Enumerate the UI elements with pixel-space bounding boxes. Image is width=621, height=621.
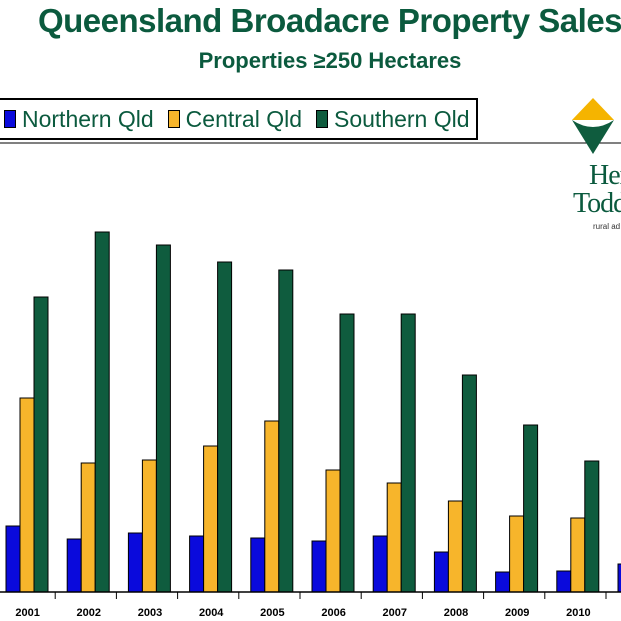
logo-diamond-icon — [572, 98, 614, 154]
legend-item-central: Central Qld — [167, 105, 302, 133]
legend-label-northern: Northern Qld — [22, 105, 154, 132]
logo-text-line3: rural ad — [593, 222, 621, 231]
bar-central-qld-2008 — [447, 500, 463, 593]
bar-southern-qld-2006 — [339, 313, 355, 593]
bar-southern-qld-2003 — [155, 244, 171, 593]
x-tick-label: 2003 — [138, 607, 162, 619]
bar-southern-qld-2002 — [94, 231, 110, 593]
legend-swatch-southern — [316, 110, 328, 128]
x-tick-label: 2007 — [383, 607, 407, 619]
x-tick-label: 2002 — [77, 607, 101, 619]
bar-central-qld-2003 — [141, 459, 157, 593]
bar-southern-qld-2004 — [217, 261, 233, 593]
bar-northern-qld-2007 — [372, 535, 388, 593]
bar-northern-qld-2006 — [311, 540, 327, 593]
bar-southern-qld-2010 — [584, 460, 600, 593]
bar-northern-qld-2004 — [189, 535, 205, 593]
bar-central-qld-2006 — [325, 469, 341, 593]
x-tick-label: 2005 — [260, 607, 284, 619]
x-tick-label: 2008 — [444, 607, 468, 619]
bar-northern-qld-2008 — [433, 551, 449, 593]
bar-northern-qld-2002 — [66, 538, 82, 593]
bar-southern-qld-2005 — [278, 269, 294, 593]
x-tick-label: 2010 — [566, 607, 590, 619]
x-tick-label: 2001 — [15, 607, 39, 619]
bar-central-qld-2009 — [509, 515, 525, 593]
x-tick-label: 2004 — [199, 607, 224, 619]
bar-southern-qld-2008 — [461, 374, 477, 593]
bar-southern-qld-2001 — [33, 296, 49, 593]
bar-northern-qld-2011 — [617, 563, 621, 593]
bar-southern-qld-2009 — [523, 424, 539, 593]
bar-central-qld-2002 — [80, 462, 96, 593]
chart-subtitle: Properties ≥250 Hectares — [198, 48, 462, 73]
legend-swatch-central — [167, 110, 180, 128]
x-tick-label: 2006 — [321, 607, 345, 619]
chart-legend: Northern Qld Central Qld Southern Qld — [0, 98, 478, 140]
bar-northern-qld-2010 — [556, 570, 572, 593]
x-tick-label: 2009 — [505, 607, 529, 619]
bar-central-qld-2010 — [570, 517, 586, 593]
legend-item-southern: Southern Qld — [316, 106, 470, 133]
logo-text-line1: Her — [589, 160, 621, 191]
company-logo: Her Todd rural ad — [560, 96, 621, 236]
legend-label-central: Central Qld — [185, 105, 302, 132]
bar-northern-qld-2005 — [250, 537, 266, 593]
bar-northern-qld-2009 — [495, 571, 511, 593]
bar-central-qld-2005 — [264, 420, 280, 593]
chart-title: Queensland Broadacre Property Sales — [37, 2, 621, 39]
legend-label-southern: Southern Qld — [334, 105, 470, 132]
bar-central-qld-2001 — [19, 397, 35, 593]
bar-southern-qld-2007 — [400, 313, 416, 593]
logo-text-line2: Todd — [573, 188, 621, 219]
legend-swatch-northern — [4, 110, 16, 128]
bar-central-qld-2007 — [386, 482, 402, 593]
bar-northern-qld-2003 — [127, 532, 143, 593]
bar-northern-qld-2001 — [5, 525, 21, 593]
bar-central-qld-2004 — [203, 445, 219, 593]
legend-item-northern: Northern Qld — [4, 106, 154, 133]
